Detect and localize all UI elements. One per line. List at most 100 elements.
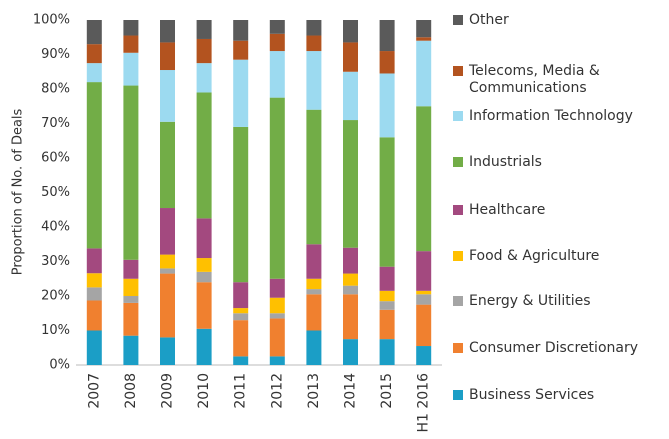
x-tick-label: H1 2016	[416, 373, 432, 433]
bar-segment	[196, 258, 212, 272]
bar-segment	[343, 285, 358, 295]
legend-swatch	[453, 205, 463, 215]
legend-swatch	[453, 66, 463, 76]
bar-segment	[416, 294, 432, 305]
legend-swatch	[453, 296, 463, 306]
bar-segment	[233, 308, 249, 314]
legend-label: Consumer Discretionary	[469, 340, 638, 356]
x-tick-label: 2014	[343, 373, 359, 409]
legend-label: Business Services	[469, 387, 595, 403]
bar-segment	[86, 273, 102, 288]
bar-segment	[123, 52, 139, 86]
bar-segment	[160, 70, 175, 122]
bar-segment	[196, 282, 212, 329]
bar-segment	[379, 20, 395, 52]
bar-segment	[233, 40, 249, 60]
bar-segment	[343, 20, 358, 43]
bar-segment	[123, 302, 139, 336]
legend-item: Consumer Discretionary	[453, 340, 667, 357]
bar-segment	[416, 20, 432, 38]
bar-segment	[379, 301, 395, 310]
bar-segment	[269, 51, 285, 98]
bar-segment	[343, 273, 358, 286]
bar-segment	[86, 287, 102, 301]
bar-segment	[233, 20, 249, 41]
bar-segment	[196, 328, 212, 365]
x-tick-label: 2010	[196, 373, 212, 409]
legend-swatch	[453, 15, 463, 25]
bar-segment	[86, 82, 102, 249]
bar-segment	[343, 294, 358, 340]
bar-segment	[86, 248, 102, 274]
x-tick-label: 2008	[123, 373, 139, 409]
bar-segment	[306, 51, 322, 110]
x-tick-label: 2007	[86, 373, 102, 409]
legend-label: Healthcare	[469, 202, 546, 218]
bar-segment	[233, 320, 249, 357]
legend-swatch	[453, 111, 463, 121]
bar-segment	[306, 330, 322, 365]
bar-segment	[379, 137, 395, 267]
bar-segment	[86, 44, 102, 64]
bar-segment	[233, 282, 249, 309]
legend-item: Information Technology	[453, 108, 667, 125]
y-axis-label: Proportion of No. of Deals	[11, 108, 26, 275]
bar-segment	[269, 97, 285, 279]
bar-segment	[160, 20, 175, 43]
bar-segment	[416, 304, 432, 347]
bar-segment	[379, 266, 395, 291]
bar-segment	[343, 42, 358, 72]
bar-segment	[343, 247, 358, 274]
bar-segment	[343, 71, 358, 121]
bar-segment	[160, 121, 175, 209]
bar-segment	[123, 85, 139, 260]
bar-segment	[269, 313, 285, 319]
bar-segment	[306, 289, 322, 295]
legend-swatch	[453, 157, 463, 167]
bar-segment	[86, 300, 102, 331]
bar-segment	[269, 20, 285, 34]
bar-segment	[160, 254, 175, 269]
legend-item: Food & Agriculture	[453, 248, 667, 265]
bar-segment	[196, 92, 212, 219]
bar-segment	[416, 346, 432, 365]
y-tick-label: 100%	[33, 13, 70, 28]
y-tick-label: 80%	[41, 82, 70, 97]
legend-label: Other	[469, 12, 509, 28]
legend-item: Telecoms, Media & Communications	[453, 63, 667, 97]
legend-swatch	[453, 390, 463, 400]
bar-segment	[306, 244, 322, 279]
bar-segment	[233, 356, 249, 365]
bar-segment	[123, 35, 139, 53]
bar-segment	[306, 278, 322, 290]
legend-label: Information Technology	[469, 108, 633, 124]
bar-segment	[233, 59, 249, 127]
x-tick-label: 2011	[233, 373, 249, 409]
bar-segment	[160, 208, 175, 255]
legend-label: Telecoms, Media & Communications	[469, 63, 600, 96]
bar-segment	[416, 37, 432, 41]
bar-segment	[416, 251, 432, 291]
bar-segment	[233, 313, 249, 321]
legend-item: Other	[453, 12, 667, 29]
bar-segment	[269, 33, 285, 52]
bar-segment	[306, 109, 322, 245]
y-tick-label: 20%	[41, 289, 70, 304]
x-tick-label: 2015	[379, 373, 395, 409]
bar-segment	[86, 63, 102, 83]
legend-label: Energy & Utilities	[469, 293, 591, 309]
bar-segment	[379, 51, 395, 74]
bar-segment	[416, 106, 432, 252]
legend-swatch	[453, 343, 463, 353]
y-tick-label: 50%	[41, 185, 70, 200]
bar-segment	[196, 38, 212, 64]
bar-segment	[379, 290, 395, 302]
legend-label: Food & Agriculture	[469, 248, 600, 264]
bar-segment	[196, 218, 212, 259]
y-tick-label: 60%	[41, 151, 70, 166]
bar-segment	[269, 356, 285, 365]
bar-segment	[86, 20, 102, 45]
y-tick-label: 90%	[41, 47, 70, 62]
legend-item: Energy & Utilities	[453, 293, 667, 310]
bar-segment	[123, 335, 139, 365]
